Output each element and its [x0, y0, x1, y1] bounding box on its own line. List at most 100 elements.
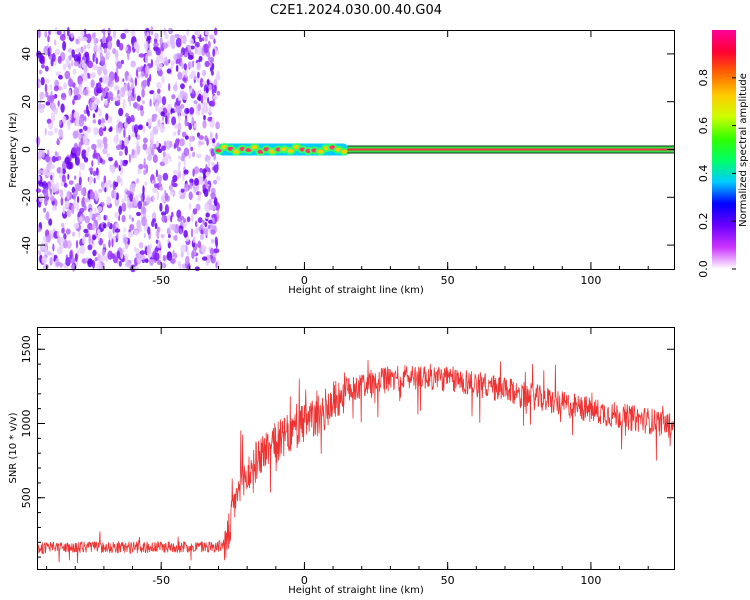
- noise-blob: [94, 257, 98, 262]
- noise-blob: [124, 122, 128, 129]
- noise-blob: [199, 233, 205, 241]
- noise-blob: [103, 223, 107, 229]
- noise-blob: [139, 105, 144, 111]
- noise-blob: [118, 205, 122, 215]
- noise-blob: [52, 205, 57, 211]
- noise-blob: [190, 45, 195, 50]
- noise-blob: [141, 100, 145, 105]
- noise-blob: [175, 37, 182, 48]
- x-tick-label: 100: [580, 274, 601, 287]
- noise-blob: [124, 145, 128, 156]
- noise-blob: [37, 169, 43, 175]
- noise-blob: [176, 209, 182, 219]
- noise-blob: [45, 211, 50, 221]
- noise-blob: [122, 99, 126, 110]
- noise-blob: [168, 83, 171, 92]
- noise-blob: [133, 246, 137, 253]
- noise-blob: [61, 227, 65, 234]
- noise-blob: [96, 139, 100, 144]
- noise-blob: [183, 158, 186, 166]
- noise-blob: [137, 124, 143, 130]
- noise-blob: [101, 29, 105, 34]
- noise-blob: [51, 155, 57, 163]
- noise-blob: [185, 69, 188, 78]
- spectrogram-panel: -50 0 50 100 -40 -20 0 20 40 Height of straight …: [8, 26, 675, 296]
- noise-blob: [131, 217, 134, 222]
- noise-blob: [62, 63, 67, 71]
- noise-blob: [177, 161, 182, 167]
- noise-blob: [49, 188, 53, 196]
- noise-blob: [49, 257, 53, 266]
- noise-blob: [101, 36, 107, 44]
- noise-blob: [108, 239, 111, 249]
- noise-blob: [114, 228, 121, 233]
- noise-blob: [207, 159, 211, 168]
- noise-blob: [202, 256, 208, 261]
- noise-blob: [152, 154, 158, 164]
- noise-blob: [178, 113, 181, 122]
- noise-blob: [180, 52, 183, 58]
- noise-blob: [91, 96, 96, 102]
- noise-blob: [185, 47, 188, 52]
- noise-blob: [115, 144, 122, 151]
- noise-blob: [160, 234, 165, 239]
- snr-panel: -50 0 50 100 500 1000 1500 Height of straight …: [8, 327, 675, 596]
- noise-blob: [216, 90, 221, 96]
- noise-blob: [103, 175, 107, 184]
- noise-blob: [116, 232, 119, 239]
- noise-blob: [186, 108, 189, 114]
- noise-blob: [71, 49, 75, 58]
- noise-blob: [194, 166, 199, 175]
- y-tick-label: -40: [20, 236, 33, 254]
- noise-blob: [106, 152, 110, 159]
- noise-blob: [44, 198, 48, 206]
- noise-blob: [114, 49, 119, 60]
- noise-blob: [145, 197, 151, 205]
- noise-blob: [120, 87, 126, 98]
- noise-blob: [107, 28, 112, 34]
- noise-blob: [188, 202, 192, 210]
- noise-blob: [127, 50, 130, 61]
- noise-blob: [183, 230, 188, 238]
- snr-data: [37, 360, 674, 564]
- noise-blob: [121, 214, 126, 223]
- colorbar: 0.0 0.2 0.4 0.6 0.8 Normalized spectral ampl…: [697, 30, 749, 278]
- noise-blob: [159, 202, 163, 212]
- noise-blob: [195, 203, 201, 211]
- noise-blob: [202, 184, 206, 190]
- noise-blob: [64, 156, 71, 165]
- noise-blob: [155, 140, 160, 148]
- noise-blob: [51, 102, 56, 112]
- noise-blob: [164, 59, 169, 66]
- noise-blob: [41, 256, 48, 264]
- noise-blob: [181, 34, 187, 45]
- noise-blob: [93, 36, 96, 46]
- noise-blob: [136, 211, 141, 217]
- noise-blob: [202, 69, 207, 77]
- signal-core: [245, 148, 252, 153]
- noise-blob: [104, 86, 109, 93]
- noise-blob: [93, 44, 100, 53]
- y-tick-label: 40: [20, 47, 33, 61]
- noise-blob: [152, 187, 158, 194]
- colorbar-ticks: 0.0 0.2 0.4 0.6 0.8: [697, 69, 736, 278]
- noise-blob: [59, 189, 64, 198]
- noise-blob: [142, 185, 145, 195]
- noise-blob: [98, 188, 103, 193]
- noise-blob: [199, 77, 204, 88]
- noise-blob: [50, 112, 56, 122]
- noise-blob: [104, 99, 108, 106]
- noise-blob: [198, 55, 203, 62]
- noise-blob: [146, 77, 150, 87]
- noise-blob: [146, 154, 153, 161]
- noise-blob: [161, 211, 167, 216]
- noise-blob: [183, 147, 190, 157]
- noise-blob: [73, 54, 80, 63]
- noise-blob: [202, 119, 207, 129]
- noise-blob: [212, 217, 215, 224]
- noise-blob: [160, 111, 165, 117]
- noise-blob: [157, 88, 161, 94]
- noise-blob: [156, 190, 159, 201]
- noise-blob: [50, 174, 53, 181]
- noise-blob: [68, 63, 71, 70]
